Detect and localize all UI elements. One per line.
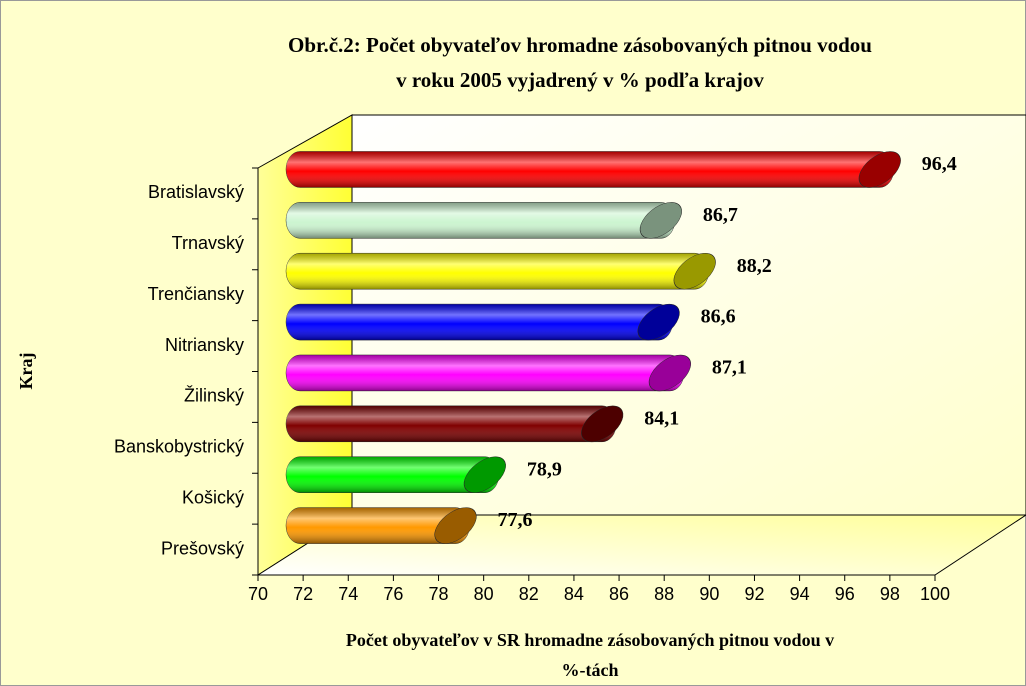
bar-cap xyxy=(858,151,901,188)
x-tick-label: 98 xyxy=(880,584,900,604)
x-tick-label: 100 xyxy=(920,584,950,604)
x-tick-label: 80 xyxy=(474,584,494,604)
bar xyxy=(285,303,680,341)
value-label: 96,4 xyxy=(922,153,957,175)
bar xyxy=(285,252,716,290)
y-tick-label: Trenčiansky xyxy=(148,284,244,304)
bar xyxy=(285,456,506,493)
x-axis-label: %-tách xyxy=(562,660,619,680)
bar-cap xyxy=(463,456,506,493)
y-axis-label: Kraj xyxy=(16,353,36,390)
value-label: 88,2 xyxy=(737,255,772,277)
value-label: 84,1 xyxy=(644,407,679,429)
bar-shade xyxy=(286,456,499,493)
x-tick-label: 88 xyxy=(654,584,674,604)
y-tick-label: Žilinský xyxy=(184,386,244,406)
y-tick-label: Nitriansky xyxy=(165,335,244,355)
y-tick-label: Bratislavský xyxy=(148,182,244,202)
x-tick-label: 84 xyxy=(564,584,584,604)
x-axis-label: Počet obyvateľov v SR hromadne zásobovan… xyxy=(346,630,834,650)
title-line: Obr.č.2: Počet obyvateľov hromadne zásob… xyxy=(288,33,872,57)
title-line: v roku 2005 vyjadrený v % podľa krajov xyxy=(396,68,764,92)
bar-cap xyxy=(581,405,624,443)
y-tick-label: Banskobystrický xyxy=(114,437,244,457)
bar-shade xyxy=(286,253,709,290)
bar xyxy=(285,507,477,544)
x-tick-label: 70 xyxy=(248,584,268,604)
x-tick-label: 94 xyxy=(790,584,810,604)
bar-cap xyxy=(648,354,691,392)
value-label: 86,6 xyxy=(701,306,736,328)
bar xyxy=(285,151,901,188)
title: Obr.č.2: Počet obyvateľov hromadne zásob… xyxy=(288,33,872,92)
value-label: 87,1 xyxy=(712,357,747,379)
x-tick-label: 76 xyxy=(383,584,403,604)
bar-shade xyxy=(286,202,675,239)
bar-shade xyxy=(286,354,684,391)
x-tick-label: 82 xyxy=(519,584,539,604)
y-tick-label: Košický xyxy=(182,487,244,507)
bar xyxy=(285,354,691,392)
bar xyxy=(285,405,624,443)
x-tick-label: 78 xyxy=(429,584,449,604)
x-tick-label: 74 xyxy=(338,584,358,604)
x-tick-label: 92 xyxy=(744,584,764,604)
value-label: 77,6 xyxy=(498,509,533,531)
x-tick-label: 86 xyxy=(609,584,629,604)
x-tick-label: 90 xyxy=(699,584,719,604)
y-tick-label: Trnavský xyxy=(172,233,244,253)
bar-shade xyxy=(286,507,470,544)
bar-cap xyxy=(639,202,682,239)
bar xyxy=(285,202,682,239)
bar-shade xyxy=(286,151,894,188)
y-tick-label: Prešovský xyxy=(161,538,244,558)
bar-cap xyxy=(434,507,477,544)
bar-cap xyxy=(673,252,716,290)
x-tick-label: 72 xyxy=(293,584,313,604)
bar-cap xyxy=(637,303,680,341)
value-label: 86,7 xyxy=(703,204,738,226)
x-tick-label: 96 xyxy=(835,584,855,604)
value-label: 78,9 xyxy=(527,458,562,480)
bar-shade xyxy=(286,304,673,341)
bar-shade xyxy=(286,405,617,442)
